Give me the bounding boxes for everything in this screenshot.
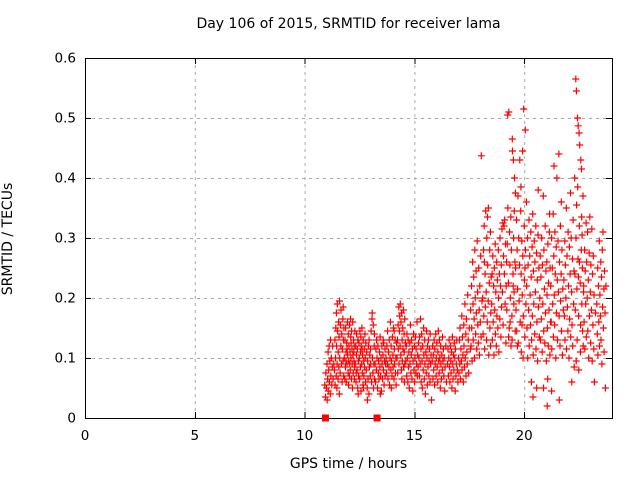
svg-text:20: 20 — [516, 428, 533, 444]
svg-text:10: 10 — [296, 428, 313, 444]
x-tick-labels: 0 5 10 15 20 — [81, 428, 533, 444]
svg-text:0.3: 0.3 — [55, 231, 76, 247]
svg-text:0.4: 0.4 — [55, 171, 76, 187]
scatter-points — [321, 75, 610, 410]
svg-text:15: 15 — [406, 428, 423, 444]
svg-text:0.1: 0.1 — [55, 351, 76, 367]
zero-square-markers — [321, 414, 381, 422]
svg-text:0: 0 — [67, 411, 76, 427]
y-tick-labels: 0 0.1 0.2 0.3 0.4 0.5 0.6 — [55, 51, 76, 427]
svg-text:5: 5 — [190, 428, 199, 444]
svg-text:0.6: 0.6 — [55, 51, 76, 67]
svg-text:0.5: 0.5 — [55, 111, 76, 127]
svg-text:0: 0 — [81, 428, 90, 444]
plot-border-and-ticks — [85, 58, 613, 419]
chart-title: Day 106 of 2015, SRMTID for receiver lam… — [196, 16, 501, 32]
svg-text:0.2: 0.2 — [55, 291, 76, 307]
x-axis-label: GPS time / hours — [289, 456, 408, 472]
